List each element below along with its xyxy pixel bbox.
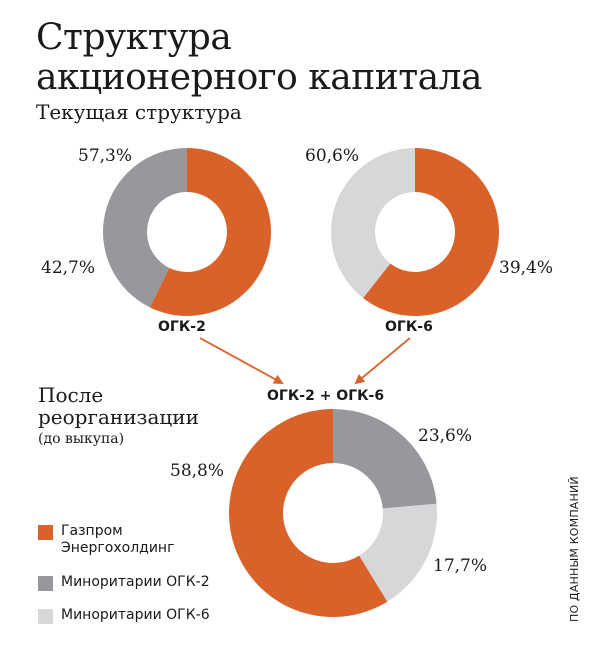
donut-slice-ogk6-1	[331, 148, 415, 299]
legend-label-gazprom: Газпром Энергохолдинг	[61, 523, 175, 556]
legend-item-ogk6-minority: Миноритарии ОГК-6	[38, 607, 231, 624]
donut-slice-merged-0	[333, 409, 437, 509]
slice-label-merged-ogk2: 23,6%	[418, 426, 473, 446]
after-heading-line-2: реорганизации	[38, 405, 199, 429]
after-note: (до выкупа)	[38, 431, 125, 447]
arrow-ogk6	[354, 337, 411, 385]
donut-chart-ogk2	[103, 148, 271, 316]
legend-swatch-gazprom	[38, 525, 53, 540]
donut-slice-merged-1	[359, 503, 437, 602]
slice-label-ogk6-gazprom: 60,6%	[305, 146, 360, 166]
chart-title-ogk6: ОГК-6	[385, 319, 433, 335]
donut-slice-merged-2	[229, 409, 388, 617]
chart-title-merged: ОГК-2 + ОГК-6	[267, 388, 385, 404]
legend-item-ogk2-minority: Миноритарии ОГК-2	[38, 574, 231, 591]
legend-swatch-ogk6-minority	[38, 609, 53, 624]
donut-chart-merged	[229, 409, 437, 617]
title-line-2: акционерного капитала	[36, 57, 482, 98]
legend-label-ogk6-minority: Миноритарии ОГК-6	[61, 607, 210, 623]
after-heading: После реорганизации	[38, 384, 199, 428]
legend-item-gazprom: Газпром Энергохолдинг	[38, 523, 231, 557]
donut-chart-ogk6	[331, 148, 500, 316]
subtitle: Текущая структура	[36, 100, 242, 124]
after-heading-line-1: После	[38, 383, 104, 407]
donut-slice-ogk2-1	[103, 148, 187, 308]
slice-label-merged-ogk6: 17,7%	[433, 556, 488, 576]
page-title: Структура акционерного капитала	[36, 18, 482, 98]
slice-label-ogk2-minority: 42,7%	[41, 258, 96, 278]
slice-label-ogk6-minority: 39,4%	[499, 258, 554, 278]
arrow-ogk2	[199, 337, 284, 384]
legend-label-ogk2-minority: Миноритарии ОГК-2	[61, 574, 210, 590]
chart-title-ogk2: ОГК-2	[158, 319, 206, 335]
slice-label-ogk2-gazprom: 57,3%	[78, 146, 133, 166]
slice-label-merged-gazprom: 58,8%	[170, 461, 225, 481]
source-note: ПО ДАННЫМ КОМПАНИЙ	[568, 476, 581, 622]
donut-slice-ogk6-0	[363, 148, 500, 316]
title-line-1: Структура	[36, 17, 232, 58]
legend-swatch-ogk2-minority	[38, 576, 53, 591]
donut-slice-ogk2-0	[149, 148, 271, 316]
